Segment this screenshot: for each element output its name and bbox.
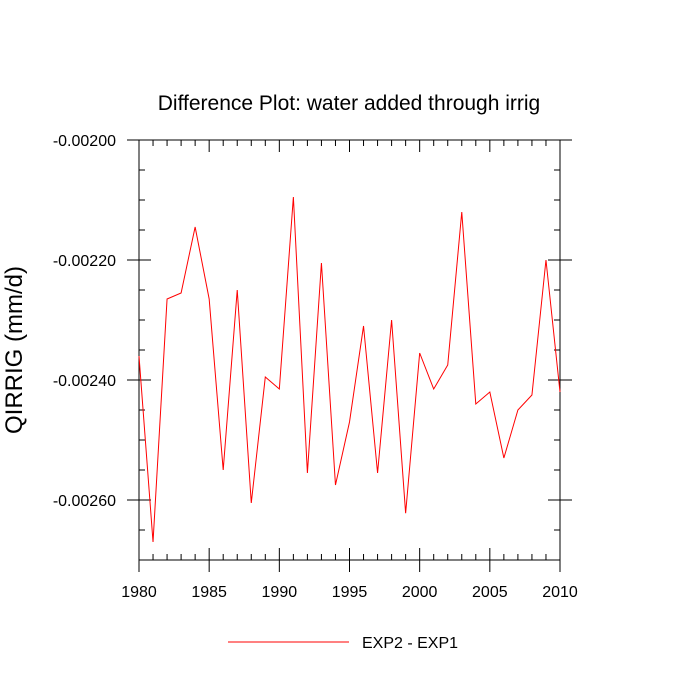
x-tick-label: 1990 bbox=[262, 584, 298, 601]
y-tick-label: -0.00220 bbox=[53, 253, 116, 270]
y-axis-label: QIRRIG (mm/d) bbox=[1, 266, 28, 434]
y-tick-label: -0.00200 bbox=[53, 133, 116, 150]
x-tick-label: 1995 bbox=[332, 584, 368, 601]
legend-label: EXP2 - EXP1 bbox=[362, 635, 458, 652]
plot-frame bbox=[138, 139, 561, 561]
y-tick-label: -0.00240 bbox=[53, 373, 116, 390]
legend: EXP2 - EXP1 bbox=[228, 635, 458, 652]
axis-ticks bbox=[127, 139, 572, 572]
axis-tick-labels: 1980 1985 1990 1995 2000 2005 2010 -0.00200 -0.0… bbox=[53, 133, 578, 601]
y-tick-label: -0.00260 bbox=[53, 493, 116, 510]
x-tick-label: 2000 bbox=[402, 584, 438, 601]
series-lines bbox=[138, 196, 561, 543]
x-tick-label: 2005 bbox=[472, 584, 508, 601]
x-tick-label: 2010 bbox=[542, 584, 578, 601]
x-tick-label: 1985 bbox=[191, 584, 227, 601]
chart-title: Difference Plot: water added through irr… bbox=[158, 92, 541, 115]
series-line bbox=[138, 196, 561, 543]
x-tick-label: 1980 bbox=[121, 584, 157, 601]
